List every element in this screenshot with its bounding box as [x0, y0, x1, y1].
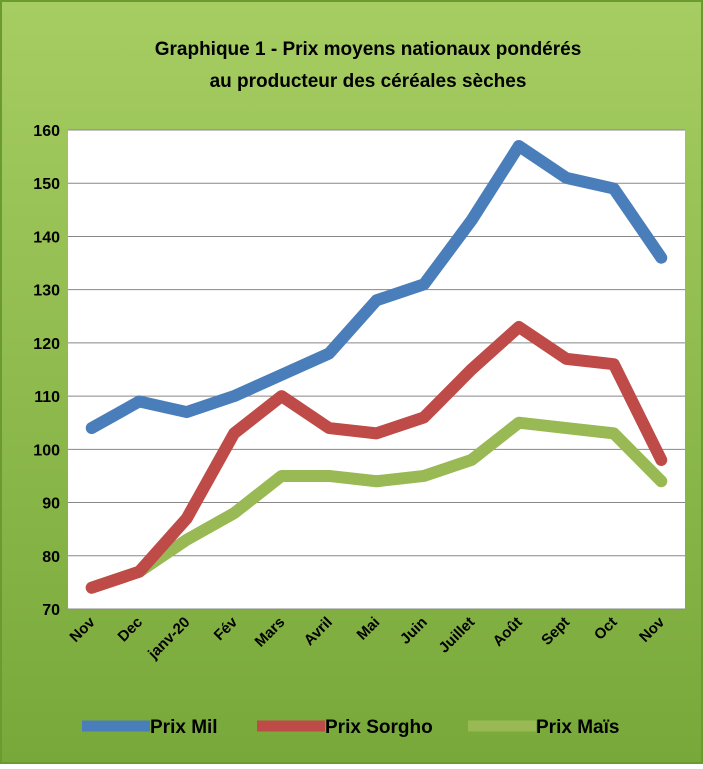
y-tick-label: 120 — [33, 336, 60, 353]
y-tick-label: 90 — [42, 496, 60, 513]
y-tick-label: 70 — [42, 602, 60, 619]
series-line — [85, 416, 668, 594]
y-tick-label: 100 — [33, 442, 60, 459]
y-tick-label: 160 — [33, 123, 60, 140]
y-tick-label: 110 — [34, 389, 60, 406]
legend-label: Prix Mil — [150, 717, 218, 738]
y-tick-label: 130 — [33, 283, 60, 300]
series-line — [85, 320, 668, 594]
plot-area — [68, 130, 685, 609]
y-tick-label: 140 — [33, 229, 60, 246]
y-tick-label: 150 — [33, 176, 60, 193]
legend-label: Prix Maïs — [536, 717, 619, 738]
chart-title: au producteur des céréales sèches — [210, 71, 527, 92]
legend-label: Prix Sorgho — [325, 717, 433, 738]
y-tick-label: 80 — [42, 549, 60, 566]
series-line — [85, 139, 668, 435]
chart-title: Graphique 1 - Prix moyens nationaux pond… — [155, 39, 582, 60]
